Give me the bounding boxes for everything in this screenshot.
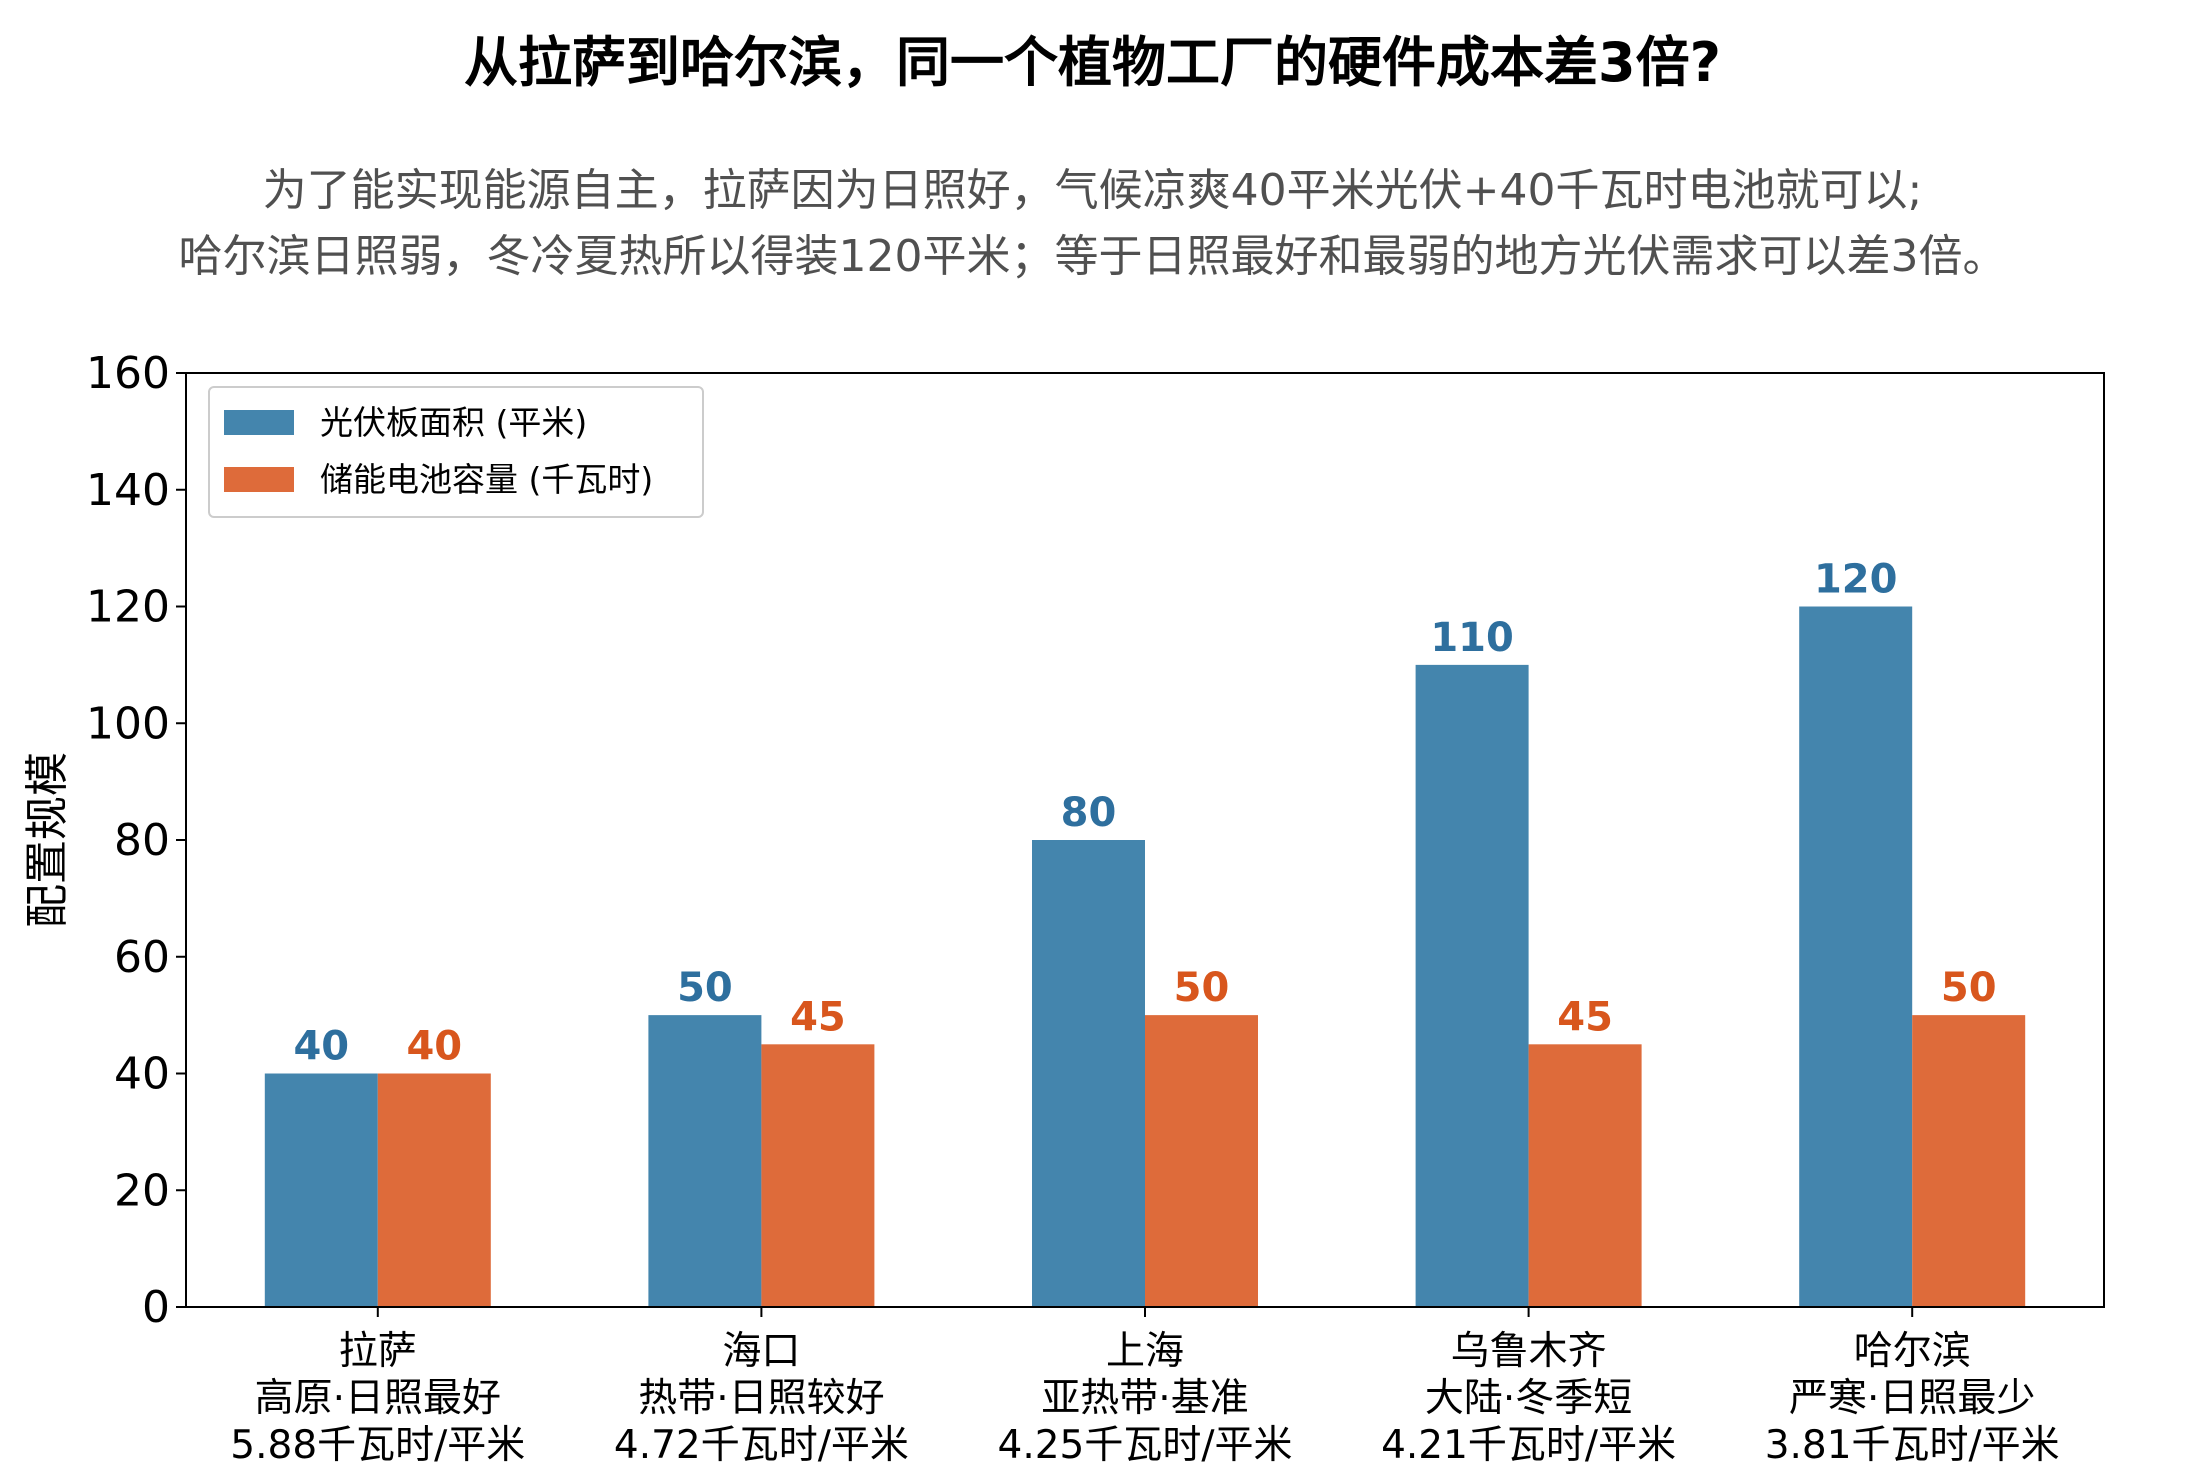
bar <box>648 1015 762 1307</box>
bar-value-label: 50 <box>1941 965 1997 1011</box>
y-axis-ticks: 0 20 40 60 80 100 120 140 160 <box>86 348 1914 1333</box>
legend-swatch <box>224 410 294 435</box>
bar <box>1528 1044 1642 1307</box>
bar <box>761 1044 875 1307</box>
bar-value-label: 45 <box>1557 994 1613 1040</box>
legend-box <box>208 386 704 518</box>
bar-value-label: 50 <box>677 965 733 1011</box>
bar <box>1799 606 1913 1307</box>
bar <box>377 1073 491 1307</box>
y-tick-label: 100 <box>86 698 170 749</box>
x-tick-label: 海口 <box>722 1329 800 1374</box>
y-tick-label: 140 <box>86 465 170 516</box>
bar-value-label: 40 <box>406 1024 462 1070</box>
y-tick-label: 60 <box>114 932 170 983</box>
bar-value-label: 80 <box>1061 790 1117 836</box>
subtitle-line-2: 哈尔滨日照弱，冬冷夏热所以得装120平米；等于日照最好和最弱的地方光伏需求可以差… <box>178 231 2007 282</box>
x-tick-label: 乌鲁木齐 <box>1451 1329 1607 1374</box>
y-tick-label: 160 <box>86 348 170 399</box>
bar <box>264 1073 378 1307</box>
x-tick-label: 热带·日照较好 <box>638 1376 884 1421</box>
x-tick-label: 5.88千瓦时/平米 <box>230 1423 525 1468</box>
bar <box>1032 840 1145 1307</box>
subtitle-line-1: 为了能实现能源自主，拉萨因为日照好，气候凉爽40平米光伏+40千瓦时电池就可以; <box>262 165 1923 216</box>
bar <box>1145 1015 1258 1307</box>
bar <box>1912 1015 2026 1307</box>
y-axis-label: 配置规模 <box>22 752 73 928</box>
x-tick-label: 哈尔滨 <box>1854 1329 1971 1374</box>
x-tick-label: 4.21千瓦时/平米 <box>1381 1423 1676 1468</box>
plot-frame <box>185 372 2105 1308</box>
bar-value-label: 45 <box>790 994 846 1040</box>
bar <box>1415 664 1529 1307</box>
x-tick-label: 4.25千瓦时/平米 <box>998 1423 1293 1468</box>
x-tick-label: 4.72千瓦时/平米 <box>614 1423 909 1468</box>
y-tick-label: 0 <box>142 1282 170 1333</box>
chart-title: 从拉萨到哈尔滨，同一个植物工厂的硬件成本差3倍? <box>464 31 1721 94</box>
bar-value-label: 50 <box>1174 965 1230 1011</box>
legend: 光伏板面积 (平米) 储能电池容量 (千瓦时) <box>208 386 704 518</box>
bar-value-label: 40 <box>293 1024 349 1070</box>
x-tick-label: 亚热带·基准 <box>1041 1376 1248 1421</box>
x-tick-label: 3.81千瓦时/平米 <box>1765 1423 2060 1468</box>
bars-group <box>264 606 2026 1307</box>
x-tick-label: 大陆·冬季短 <box>1425 1376 1632 1421</box>
x-tick-label: 严寒·日照最少 <box>1789 1376 2035 1421</box>
y-tick-label: 20 <box>114 1165 170 1216</box>
x-tick-label: 拉萨 <box>339 1329 417 1374</box>
legend-entry-label: 光伏板面积 (平米) <box>320 403 587 442</box>
chart-subtitle: 为了能实现能源自主，拉萨因为日照好，气候凉爽40平米光伏+40千瓦时电池就可以;… <box>0 158 2185 290</box>
bar-value-label: 120 <box>1814 557 1898 603</box>
y-tick-label: 80 <box>114 815 170 866</box>
bar-value-label: 110 <box>1430 615 1514 661</box>
bar-value-labels: 40 40 50 45 80 50 110 45 120 50 <box>293 557 1996 1070</box>
legend-entry-label: 储能电池容量 (千瓦时) <box>320 460 653 499</box>
x-tick-label: 高原·日照最好 <box>255 1376 501 1421</box>
x-tick-label: 上海 <box>1106 1329 1184 1374</box>
y-tick-label: 40 <box>114 1049 170 1100</box>
legend-swatch <box>224 467 294 492</box>
y-tick-label: 120 <box>86 582 170 633</box>
